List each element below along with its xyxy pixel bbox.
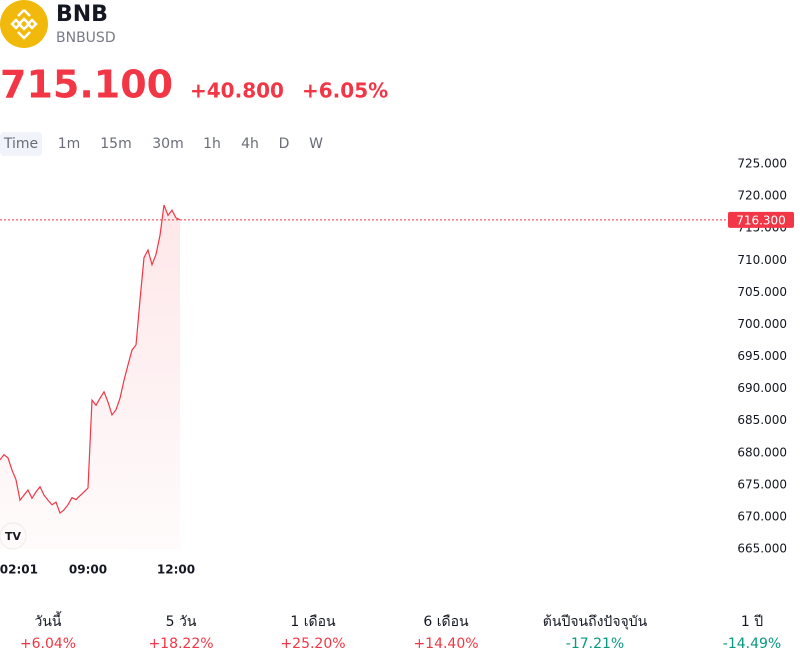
performance-value[interactable]: -14.49%: [723, 636, 781, 652]
y-tick-label: 710.000: [737, 253, 787, 267]
y-tick-label: 685.000: [737, 413, 787, 427]
performance-label[interactable]: 6 เดือน: [423, 614, 469, 630]
performance-label[interactable]: วันนี้: [34, 611, 62, 630]
active-tab-bg: [0, 132, 42, 156]
timeframe-tab[interactable]: Time: [3, 136, 38, 152]
performance-label[interactable]: 1 ปี: [741, 614, 763, 630]
timeframe-tab[interactable]: 4h: [241, 136, 259, 152]
area: [0, 205, 180, 550]
y-tick-label: 690.000: [737, 381, 787, 395]
price-line: [0, 204, 181, 515]
x-tick-label: 02:01: [0, 563, 38, 577]
y-tick-label: 720.000: [737, 189, 787, 203]
timeframe-tab[interactable]: 1h: [203, 136, 221, 152]
y-tick-label: 695.000: [737, 349, 787, 363]
timeframe-tab[interactable]: W: [309, 136, 323, 152]
change: +40.800: [190, 79, 284, 103]
performance-label[interactable]: 5 วัน: [166, 614, 197, 630]
x-tick-label: 09:00: [69, 563, 107, 577]
timeframe-tab[interactable]: 15m: [100, 136, 131, 152]
last-price-label: 716.300: [736, 213, 786, 227]
price: 715.100: [0, 63, 173, 107]
y-tick-label: 705.000: [737, 285, 787, 299]
y-tick-label: 675.000: [737, 477, 787, 491]
y-tick-label: 680.000: [737, 445, 787, 459]
performance-label[interactable]: ต้นปีจนถึงปัจจุบัน: [543, 614, 648, 630]
x-tick-label: 12:00: [157, 563, 195, 577]
timeframe-tab[interactable]: 30m: [152, 136, 183, 152]
timeframe-tab[interactable]: D: [279, 136, 290, 152]
change-percent: +6.05%: [302, 79, 388, 103]
y-tick-label: 670.000: [737, 509, 787, 523]
performance-value[interactable]: +25.20%: [280, 636, 345, 652]
y-tick-label: 665.000: [737, 542, 787, 556]
last-price-badge: [728, 211, 794, 228]
y-tick-label: 725.000: [737, 157, 787, 171]
performance-value[interactable]: +6.04%: [20, 636, 76, 652]
performance-label[interactable]: 1 เดือน: [290, 614, 336, 630]
ticker: BNBUSD: [56, 30, 116, 46]
symbol: BNB: [56, 2, 108, 27]
performance-value[interactable]: +14.40%: [413, 636, 478, 652]
logo: [0, 0, 48, 48]
performance-value[interactable]: -17.21%: [566, 636, 624, 652]
timeframe-tab[interactable]: 1m: [58, 136, 81, 152]
performance-value[interactable]: +18.22%: [148, 636, 213, 652]
y-tick-label: 700.000: [737, 317, 787, 331]
